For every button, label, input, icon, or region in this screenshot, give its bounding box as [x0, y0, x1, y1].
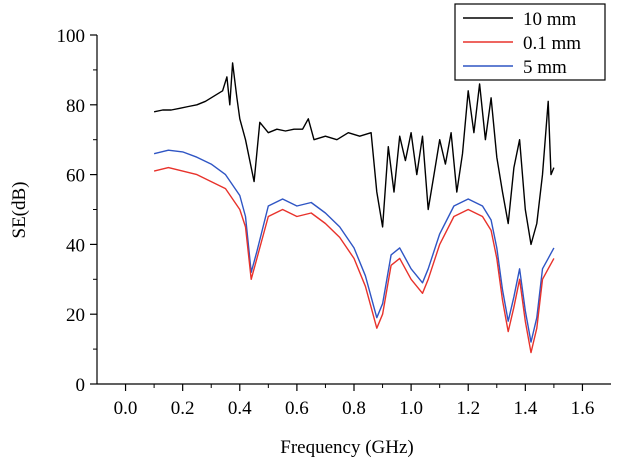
series-line-5-mm [153, 149, 555, 343]
x-tick-label: 0.0 [114, 398, 138, 419]
legend-label: 5 mm [523, 57, 567, 78]
x-tick-label: 1.4 [513, 398, 537, 419]
y-tick-label: 0 [76, 375, 86, 396]
y-tick-label: 20 [66, 305, 85, 326]
x-tick-label: 0.8 [342, 398, 366, 419]
x-axis-label: Frequency (GHz) [280, 437, 413, 458]
x-tick-label: 0.6 [285, 398, 309, 419]
y-axis-label: SE(dB) [9, 182, 30, 239]
legend-label: 0.1 mm [523, 33, 581, 54]
y-tick-label: 60 [66, 166, 85, 187]
legend-label: 10 mm [523, 9, 577, 30]
x-tick-label: 0.4 [228, 398, 252, 419]
y-tick-label: 40 [66, 235, 85, 256]
series-layer [153, 62, 555, 354]
y-tick-label: 80 [66, 96, 85, 117]
axes: 0.0 0.2 0.4 0.6 0.8 1.0 1.2 1.4 1.6 0 20 40 60 80 100 [57, 26, 611, 419]
x-tick-label: 1.6 [571, 398, 595, 419]
series-line-10-mm [153, 62, 555, 246]
x-tick-label: 1.0 [399, 398, 423, 419]
legend: 10 mm 0.1 mm 5 mm [454, 3, 606, 81]
x-tick-label: 0.2 [171, 398, 195, 419]
x-tick-label: 1.2 [456, 398, 480, 419]
y-tick-label: 100 [57, 26, 86, 47]
series-line-0-1-mm [153, 166, 555, 354]
